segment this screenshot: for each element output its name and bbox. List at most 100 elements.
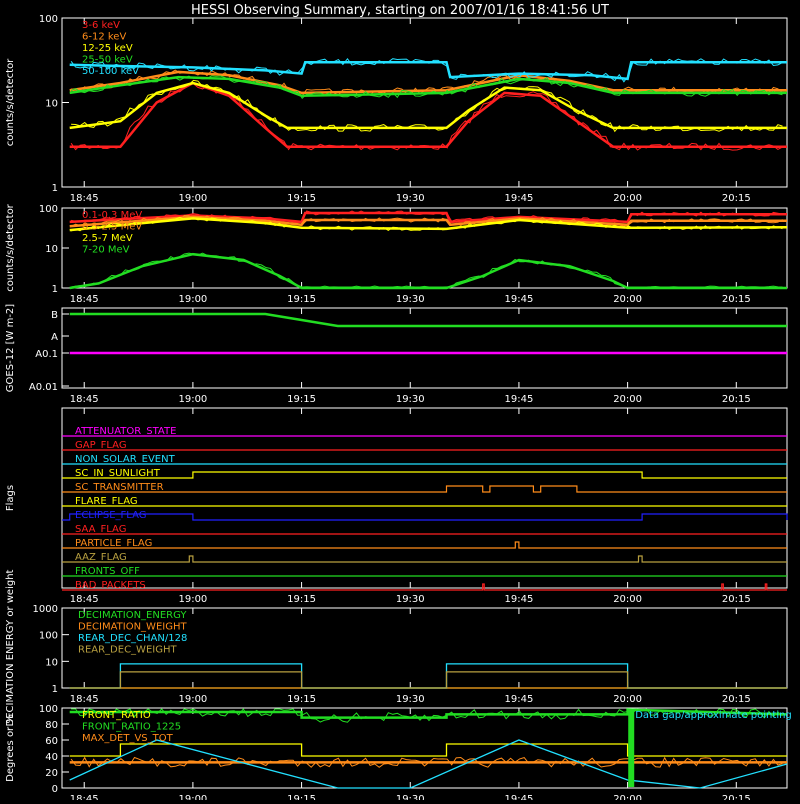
flag-label: SC_IN_SUNLIGHT xyxy=(75,468,161,479)
y-tick-label: A xyxy=(51,332,58,343)
y-tick-label: 10 xyxy=(45,244,58,255)
x-tick-label: 19:00 xyxy=(178,294,207,305)
plots: 18:45 19:00 19:15 19:30 19:45 20:00 20:15 count… xyxy=(5,14,792,804)
y-tick-label: 1 xyxy=(52,684,58,695)
flag-label: NON_SOLAR_EVENT xyxy=(75,454,176,465)
data-gap-marker xyxy=(628,710,635,787)
legend-entry: 7-20 MeV xyxy=(82,245,130,256)
legend-entry: REAR_DEC_CHAN/128 xyxy=(78,633,187,644)
series-lowenergy-4 xyxy=(69,60,787,81)
flag-label: ECLIPSE_FLAG xyxy=(75,510,146,521)
x-tick-label: 20:00 xyxy=(613,594,642,605)
y-tick-label: B xyxy=(51,310,58,321)
panel-frame-goes xyxy=(61,307,788,389)
legend-entry: 2.5-7 MeV xyxy=(82,233,133,244)
x-tick-label: 19:00 xyxy=(178,394,207,405)
x-tick-label: 18:45 xyxy=(70,394,99,405)
series-lowenergy-1 xyxy=(69,70,787,95)
y-tick-label: 100 xyxy=(39,704,58,715)
y-axis-label: Degrees or % xyxy=(5,714,16,782)
x-tick-label: 19:30 xyxy=(396,193,425,204)
x-tick-label: 19:00 xyxy=(178,193,207,204)
series-highenergy-2-noise xyxy=(70,216,783,232)
y-tick-label: 20 xyxy=(45,768,58,779)
flag-line-particle-flag xyxy=(62,541,787,549)
series-decimation-3 xyxy=(69,671,787,689)
legend-entry: 25-50 keV xyxy=(82,55,133,66)
series-lowenergy-2 xyxy=(69,81,787,130)
y-tick-label: 10 xyxy=(45,99,58,110)
y-tick-label: 0 xyxy=(52,784,58,795)
series-ratios-0 xyxy=(69,743,787,757)
x-tick-label: 19:00 xyxy=(178,694,207,705)
x-tick-label: 18:45 xyxy=(70,594,99,605)
legend-entry: 0.1-0.3 MeV xyxy=(82,210,142,221)
flag-label: BAD_PACKETS xyxy=(75,580,146,591)
legend-entry: 50-100 keV xyxy=(82,66,139,77)
x-tick-label: 19:15 xyxy=(287,794,316,800)
x-tick-label: 19:45 xyxy=(505,294,534,305)
x-tick-label: 18:45 xyxy=(70,694,99,705)
flag-label: FLARE_FLAG xyxy=(75,496,138,507)
x-tick-label: 19:30 xyxy=(396,394,425,405)
x-tick-label: 19:45 xyxy=(505,394,534,405)
legend-entry: 12-25 keV xyxy=(82,43,133,54)
series-ratios-1-noise xyxy=(71,708,783,723)
legend-entry: MAX_DET_VS_TOT xyxy=(82,733,174,744)
x-tick-label: 19:30 xyxy=(396,594,425,605)
flag-label: GAP_FLAG xyxy=(75,440,127,451)
x-tick-label: 20:15 xyxy=(722,193,751,204)
panel-frame-flags xyxy=(61,407,788,589)
page-title: HESSI Observing Summary, starting on 200… xyxy=(191,3,609,18)
series-highenergy-3-noise xyxy=(71,252,783,288)
x-tick-label: 19:45 xyxy=(505,193,534,204)
y-tick-label: 100 xyxy=(39,204,58,215)
y-tick-label: 10 xyxy=(45,657,58,668)
legend-entry: DECIMATION_ENERGY xyxy=(78,610,187,621)
series-ratios-2-noise xyxy=(70,756,783,768)
series-ratios-1 xyxy=(69,708,788,719)
y-axis-label: GOES-12 [W m-2] xyxy=(5,304,16,392)
flag-label: FRONTS_OFF xyxy=(75,566,140,577)
y-tick-label: 1 xyxy=(52,183,58,194)
panel-frame-ratios xyxy=(61,707,788,789)
y-tick-label: 1 xyxy=(52,284,58,295)
x-tick-label: 18:45 xyxy=(70,794,99,800)
legend-entry: FRONT_RATIO_1225 xyxy=(82,722,181,733)
y-tick-label: 80 xyxy=(45,720,58,731)
flag-line-bad-packets xyxy=(62,583,787,591)
series-lowenergy-1-noise xyxy=(70,69,783,97)
y-tick-label: A0.01 xyxy=(29,382,58,393)
series-highenergy-3 xyxy=(69,252,787,290)
x-tick-label: 19:15 xyxy=(287,394,316,405)
flag-label: SAA_FLAG xyxy=(75,524,126,535)
series-goes-0 xyxy=(69,312,787,328)
x-tick-label: 19:15 xyxy=(287,594,316,605)
x-tick-label: 19:30 xyxy=(396,694,425,705)
y-tick-label: 1000 xyxy=(33,604,58,615)
series-lowenergy-3-noise xyxy=(70,75,783,99)
legend-entry: 0.3-2.5 MeV xyxy=(82,222,142,233)
flag-label: PARTICLE_FLAG xyxy=(75,538,152,549)
series-highenergy-1-noise xyxy=(70,214,783,227)
x-tick-label: 19:15 xyxy=(287,694,316,705)
series-lowenergy-4-noise xyxy=(70,57,783,83)
y-tick-label: A0.1 xyxy=(35,349,58,360)
legend-entry: 6-12 keV xyxy=(82,32,126,43)
y-tick-label: 100 xyxy=(39,631,58,642)
x-tick-label: 19:30 xyxy=(396,794,425,800)
x-tick-label: 20:00 xyxy=(613,193,642,204)
x-tick-label: 20:00 xyxy=(613,694,642,705)
x-tick-label: 19:30 xyxy=(396,294,425,305)
x-tick-label: 18:45 xyxy=(70,193,99,204)
x-tick-label: 19:00 xyxy=(178,594,207,605)
gap-annotation: Data gap/approximate pointing xyxy=(635,710,792,721)
series-lowenergy-0-noise xyxy=(70,83,783,151)
legend-entry: DECIMATION_WEIGHT xyxy=(78,622,187,633)
flag-label: ATTENUATOR_STATE xyxy=(75,426,176,437)
x-tick-label: 19:45 xyxy=(505,594,534,605)
y-tick-label: 40 xyxy=(45,752,58,763)
y-axis-label: DECIMATION ENERGY or weight xyxy=(5,569,16,726)
x-tick-label: 19:45 xyxy=(505,794,534,800)
